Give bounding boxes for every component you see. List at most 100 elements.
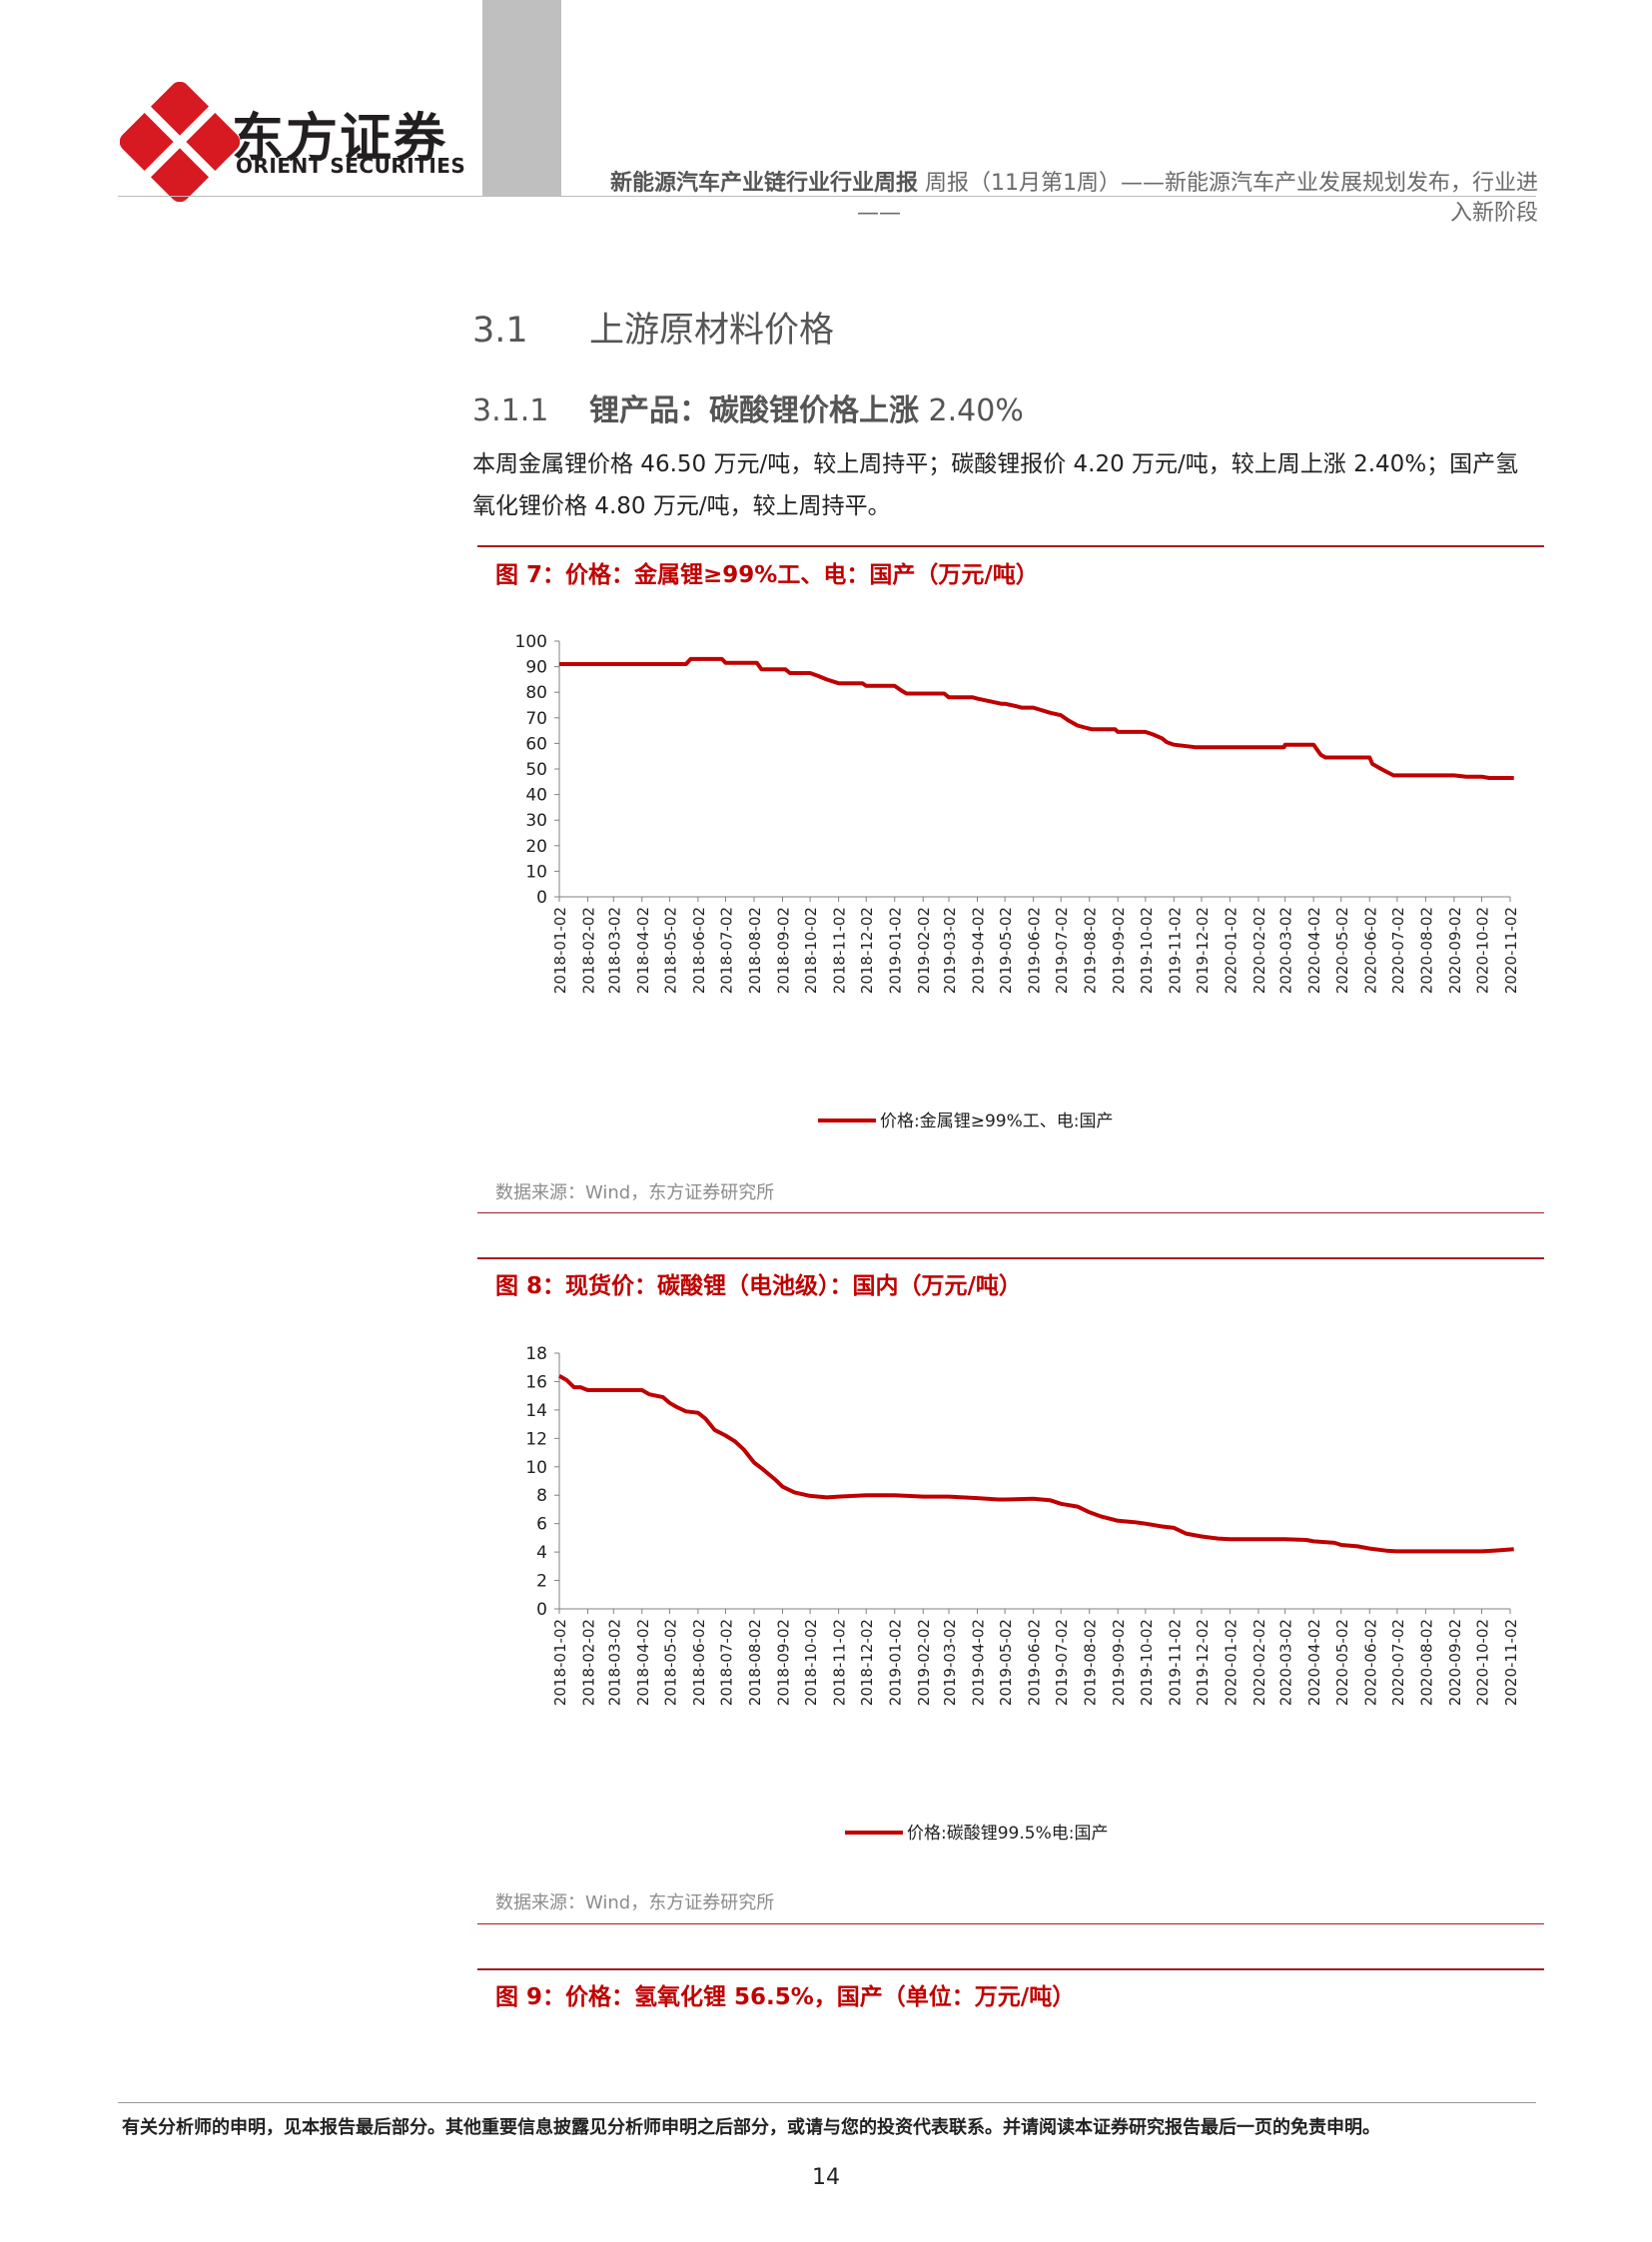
x-tick-label: 2018-01-02 xyxy=(551,1619,569,1706)
y-tick-label: 40 xyxy=(525,786,547,806)
x-tick-label: 2018-02-02 xyxy=(580,907,598,994)
x-tick-label: 2020-07-02 xyxy=(1389,907,1407,994)
figure-8-source: 数据来源：Wind，东方证券研究所 xyxy=(495,1892,775,1913)
footer-disclaimer: 有关分析师的申明，见本报告最后部分。其他重要信息披露见分析师申明之后部分，或请与… xyxy=(122,2117,1380,2138)
x-tick-label: 2019-08-02 xyxy=(1082,907,1100,994)
orient-securities-logo-icon xyxy=(120,82,240,202)
report-title-line2: 入新阶段 xyxy=(1449,201,1538,226)
x-tick-label: 2019-06-02 xyxy=(1026,907,1044,994)
legend-label: 价格:碳酸锂99.5%电:国产 xyxy=(907,1824,1108,1844)
x-tick-label: 2018-08-02 xyxy=(746,907,764,994)
x-tick-label: 2018-02-02 xyxy=(580,1619,598,1706)
x-tick-label: 2020-04-02 xyxy=(1305,1619,1323,1706)
x-tick-label: 2020-10-02 xyxy=(1473,1619,1491,1706)
x-tick-label: 2018-03-02 xyxy=(605,1619,623,1706)
y-tick-label: 20 xyxy=(525,837,547,857)
x-tick-label: 2019-12-02 xyxy=(1194,907,1212,994)
x-tick-label: 2019-06-02 xyxy=(1026,1619,1044,1706)
x-tick-label: 2019-02-02 xyxy=(915,1619,933,1706)
x-tick-label: 2018-04-02 xyxy=(634,1619,652,1706)
x-tick-label: 2019-02-02 xyxy=(915,907,933,994)
x-tick-label: 2020-04-02 xyxy=(1305,907,1323,994)
x-tick-label: 2020-05-02 xyxy=(1333,1619,1351,1706)
x-tick-label: 2020-09-02 xyxy=(1446,907,1464,994)
x-tick-label: 2020-05-02 xyxy=(1333,907,1351,994)
x-tick-label: 2018-09-02 xyxy=(775,907,793,994)
logo-chinese-name: 东方证券 xyxy=(232,109,448,169)
x-tick-label: 2020-01-02 xyxy=(1222,1619,1239,1706)
x-tick-label: 2019-01-02 xyxy=(887,907,905,994)
figure-7-bottom-rule xyxy=(477,1212,1544,1213)
y-tick-label: 100 xyxy=(515,632,547,652)
section-number: 3.1 xyxy=(472,311,528,351)
y-tick-label: 70 xyxy=(525,709,547,729)
y-tick-label: 0 xyxy=(536,1600,547,1620)
figure-7-chart: 0 10 20 30 40 50 60 70 80 90 100 2018-01-02 2018-02-… xyxy=(515,632,1520,1131)
page-number: 14 xyxy=(812,2165,840,2190)
y-tick-label: 18 xyxy=(525,1344,547,1364)
x-tick-label: 2018-04-02 xyxy=(634,907,652,994)
x-tick-label: 2018-10-02 xyxy=(802,907,820,994)
x-tick-label: 2019-10-02 xyxy=(1138,907,1156,994)
footer-divider xyxy=(118,2102,1536,2103)
x-tick-label: 2020-02-02 xyxy=(1250,1619,1268,1706)
x-tick-label: 2020-08-02 xyxy=(1417,907,1435,994)
figure-8-top-rule xyxy=(477,1257,1544,1259)
x-tick-label: 2019-11-02 xyxy=(1166,907,1184,994)
x-tick-label: 2018-07-02 xyxy=(717,907,735,994)
x-tick-label: 2018-10-02 xyxy=(802,1619,820,1706)
y-tick-label: 6 xyxy=(536,1515,547,1535)
y-tick-label: 10 xyxy=(525,1458,547,1478)
x-tick-label: 2018-09-02 xyxy=(775,1619,793,1706)
x-tick-label: 2019-09-02 xyxy=(1110,907,1128,994)
y-tick-label: 8 xyxy=(536,1486,547,1506)
x-tick-label: 2020-07-02 xyxy=(1389,1619,1407,1706)
x-tick-label: 2019-10-02 xyxy=(1138,1619,1156,1706)
x-tick-label: 2018-12-02 xyxy=(858,1619,876,1706)
x-tick-label: 2020-02-02 xyxy=(1250,907,1268,994)
x-tick-label: 2020-11-02 xyxy=(1502,907,1520,994)
x-tick-label: 2019-05-02 xyxy=(997,907,1015,994)
x-tick-label: 2019-07-02 xyxy=(1053,907,1071,994)
body-paragraph: 本周金属锂价格 46.50 万元/吨，较上周持平；碳酸锂报价 4.20 万元/吨… xyxy=(472,451,1519,519)
subsection-number: 3.1.1 xyxy=(472,393,549,428)
report-series: 新能源汽车产业链行业行业周报 xyxy=(609,171,918,196)
report-title-line1: 周报（11月第1周）——新能源汽车产业发展规划发布，行业进 xyxy=(925,171,1538,196)
x-tick-label: 2019-04-02 xyxy=(970,1619,988,1706)
x-tick-label: 2020-03-02 xyxy=(1277,1619,1295,1706)
x-tick-label: 2019-03-02 xyxy=(941,1619,959,1706)
section-title: 上游原材料价格 xyxy=(589,311,835,351)
x-tick-label: 2019-08-02 xyxy=(1082,1619,1100,1706)
x-tick-label: 2020-06-02 xyxy=(1361,1619,1379,1706)
x-tick-label: 2019-01-02 xyxy=(887,1619,905,1706)
figure-7-title: 图 7：价格：金属锂≥99%工、电：国产（万元/吨） xyxy=(495,562,1039,588)
y-tick-label: 0 xyxy=(536,888,547,908)
x-tick-label: 2019-09-02 xyxy=(1110,1619,1128,1706)
subsection-title: 锂产品：碳酸锂价格上涨 xyxy=(589,393,919,428)
x-tick-label: 2018-12-02 xyxy=(858,907,876,994)
x-tick-label: 2018-01-02 xyxy=(551,907,569,994)
y-tick-label: 4 xyxy=(536,1543,547,1563)
y-tick-label: 2 xyxy=(536,1572,547,1592)
x-tick-label: 2018-06-02 xyxy=(690,1619,708,1706)
x-tick-label: 2018-08-02 xyxy=(746,1619,764,1706)
x-tick-label: 2020-09-02 xyxy=(1446,1619,1464,1706)
x-tick-label: 2019-07-02 xyxy=(1053,1619,1071,1706)
figure-7-source: 数据来源：Wind，东方证券研究所 xyxy=(495,1182,775,1203)
x-tick-label: 2018-05-02 xyxy=(661,907,679,994)
series-line-0 xyxy=(558,1374,1514,1554)
subsection-heading: 3.1.1 锂产品：碳酸锂价格上涨 2.40% xyxy=(472,385,1024,429)
x-tick-label: 2020-06-02 xyxy=(1361,907,1379,994)
x-tick-label: 2019-11-02 xyxy=(1166,1619,1184,1706)
x-tick-label: 2020-01-02 xyxy=(1222,907,1239,994)
x-tick-label: 2019-03-02 xyxy=(941,907,959,994)
y-tick-label: 90 xyxy=(525,658,547,678)
x-tick-label: 2019-04-02 xyxy=(970,907,988,994)
report-header-title: 新能源汽车产业链行业行业周报 周报（11月第1周）——新能源汽车产业发展规划发布… xyxy=(589,168,1538,200)
y-tick-label: 50 xyxy=(525,760,547,780)
subsection-pct: 2.40% xyxy=(928,393,1024,428)
x-tick-label: 2018-11-02 xyxy=(831,907,849,994)
x-tick-label: 2020-11-02 xyxy=(1502,1619,1520,1706)
x-tick-label: 2019-05-02 xyxy=(997,1619,1015,1706)
x-tick-label: 2018-11-02 xyxy=(831,1619,849,1706)
